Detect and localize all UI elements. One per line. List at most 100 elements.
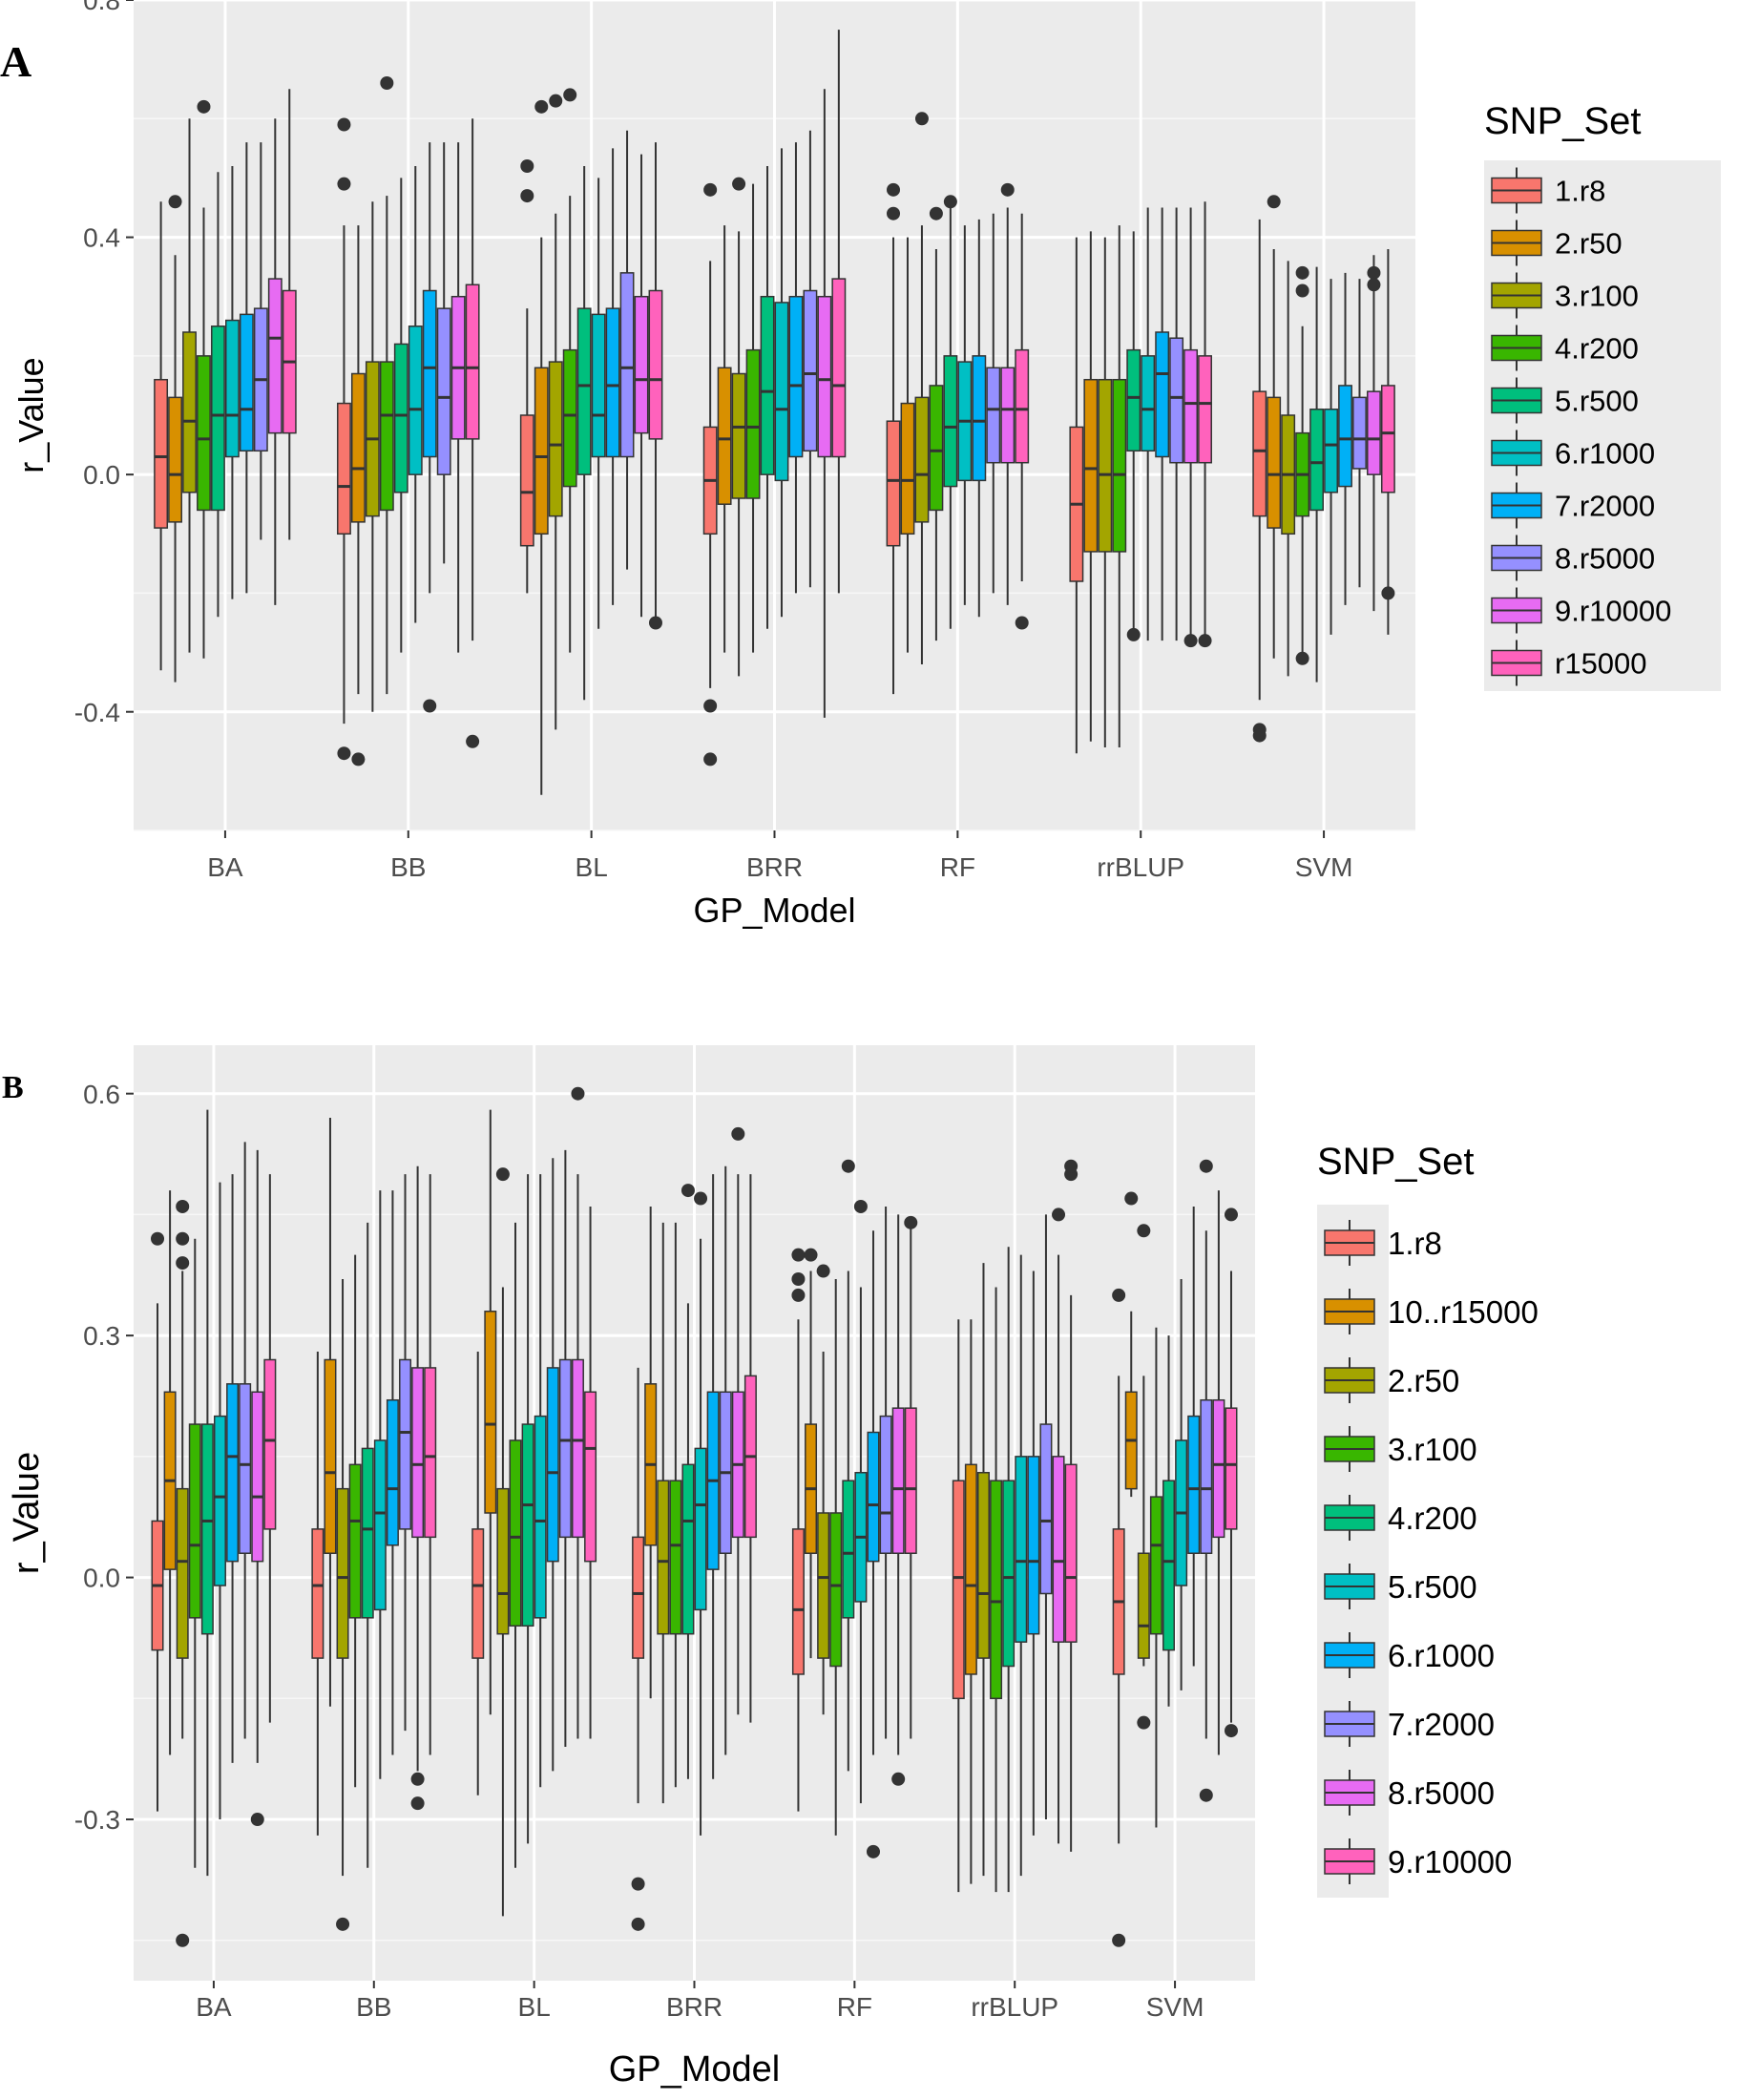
legend-label: 1.r8 [1555,175,1605,208]
outlier-point [1267,195,1281,209]
box-body [534,367,549,536]
box-8.r5000-RF [986,213,1001,594]
box-body [200,1423,214,1635]
box-8.r5000-rrBLUP [1169,207,1184,641]
outlier-point [732,177,746,191]
legend-key-2.r50: 2.r50 [1491,220,1623,266]
box-body [745,348,761,499]
box-3.r100-rrBLUP [990,1287,1003,1893]
box-body [1183,348,1199,464]
box-body [717,367,732,505]
outlier-point [791,1288,806,1302]
box-7.r2000-BA [239,142,254,594]
box-1.r8-BRR [702,182,718,766]
legend-label: 8.r5000 [1388,1775,1495,1811]
box-9.r10000-BA [267,118,283,605]
box-1.r8-rrBLUP [952,1319,965,1893]
outlier-point [853,1199,868,1213]
box-body [1064,1463,1078,1643]
box-3.r100-BB [365,201,380,712]
legend-key-5.r500: 5.r500 [1491,377,1639,424]
outlier-point [791,1248,806,1262]
box-body [990,1480,1003,1700]
box-body [817,295,832,458]
box-body [831,278,847,458]
box-8.r5000-RF [891,1214,906,1786]
box-body [731,372,746,499]
box-7.r2000-SVM [1338,272,1352,605]
box-7.r2000-rrBLUP [1039,1214,1053,1820]
outlier-point [197,99,211,114]
box-2.r50-rrBLUP [976,1263,990,1877]
box-3.r100-SVM [1149,1327,1162,1828]
legend-label: r15000 [1555,647,1647,681]
box-body [263,1358,277,1530]
box-body [1052,1456,1065,1643]
outlier-point [1126,627,1141,641]
box-body [436,307,451,475]
box-body [571,1358,584,1539]
legend-label: 8.r5000 [1555,542,1655,576]
outlier-point [631,1877,645,1891]
outlier-point [1295,284,1309,298]
box-5.r500-RF [853,1199,868,1804]
box-body [267,278,283,434]
box-3.r100-BRR [669,1222,682,1788]
box-body [519,414,534,547]
outlier-point [1015,616,1029,630]
box-body [224,319,240,458]
box-1.r8-RF [791,1248,806,1812]
box-9.r10000-BL [634,154,649,618]
box-4.r200-RF [929,206,944,641]
box-5.r500-BA [213,1182,226,1820]
box-7.r2000-BL [558,1149,572,1747]
box-body [803,289,818,452]
box-4.r200-BL [521,1174,534,1844]
box-6.r1000-SVM [1324,279,1338,635]
box-body [634,295,649,434]
y-tick-label: 0.3 [83,1321,120,1351]
box-body [1338,385,1352,488]
box-9.r10000-rrBLUP [1183,207,1199,648]
box-9.r10000-BB [450,142,466,653]
legend-key-8.r5000: 8.r5000 [1491,535,1655,581]
box-r15000-BL [648,142,663,630]
box-body [399,1358,412,1530]
x-axis-title: GP_Model [609,2049,781,2090]
outlier-point [176,1256,190,1270]
legend-key-9.r10000: 9.r10000 [1491,587,1671,634]
outlier-point [703,752,718,766]
box-7.r2000-BA [239,1142,252,1739]
y-tick-label: 0.6 [83,1080,120,1109]
box-4.r200-BB [361,1222,374,1868]
box-body [943,355,958,488]
box-body [1380,385,1395,494]
outlier-point [1112,1933,1126,1947]
box-5.r500-SVM [1175,1279,1188,1690]
box-body [972,355,987,482]
box-body [168,396,182,523]
box-8.r5000-SVM [1352,279,1367,588]
box-body [393,343,408,494]
outlier-point [1224,1208,1238,1222]
outlier-point [841,1159,855,1173]
box-body [465,284,480,440]
outlier-point [495,1167,510,1182]
box-10..r15000-RF [804,1248,818,1659]
box-body [1252,390,1267,517]
outlier-point [631,1917,645,1931]
box-1.r8-BA [154,201,169,671]
outlier-point [891,1772,906,1786]
box-6.r1000-rrBLUP [1141,207,1156,641]
box-body [311,1528,325,1659]
outlier-point [929,206,943,220]
box-8.r5000-BL [571,1086,585,1739]
box-6.r1000-BB [408,166,423,623]
box-body [886,420,901,547]
outlier-point [816,1264,830,1278]
x-tick-label: BB [356,1992,391,2022]
outlier-point [520,189,534,203]
legend-label: 1.r8 [1388,1226,1442,1261]
box-7.r2000-SVM [1199,1159,1213,1802]
box-body [952,1480,965,1700]
